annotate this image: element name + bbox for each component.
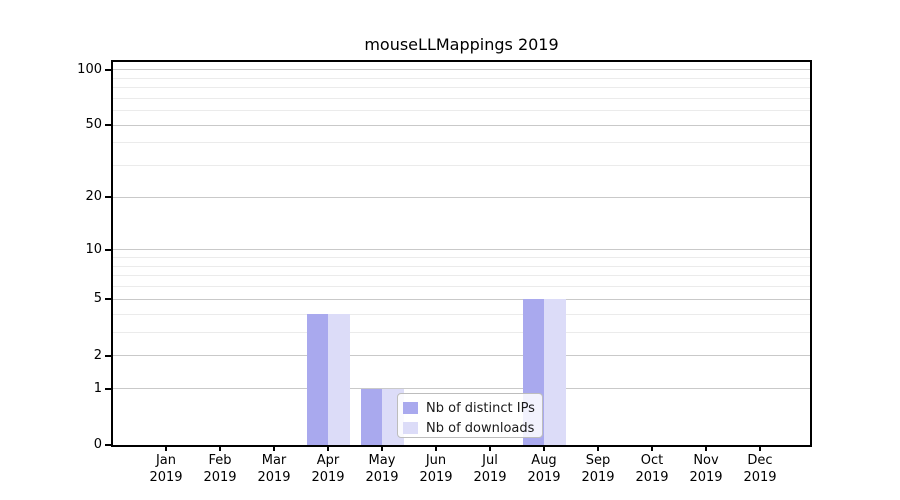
x-tick-mark — [705, 446, 707, 451]
legend-swatch-distinct-ips — [403, 402, 418, 414]
minor-gridline — [113, 331, 810, 333]
minor-gridline — [113, 257, 810, 259]
x-tick-label: Dec 2019 — [732, 452, 788, 486]
x-tick-mark — [435, 446, 437, 451]
x-tick-year: 2019 — [743, 470, 777, 485]
x-tick-year: 2019 — [473, 470, 507, 485]
y-tick-mark — [105, 387, 112, 390]
x-tick-month: Jan — [155, 453, 177, 468]
x-tick-year: 2019 — [257, 470, 291, 485]
x-tick-label: Apr 2019 — [300, 452, 356, 486]
minor-gridline — [113, 142, 810, 144]
y-tick-label: 100 — [77, 61, 102, 77]
x-tick-year: 2019 — [689, 470, 723, 485]
chart-title: mouseLLMappings 2019 — [364, 35, 559, 54]
major-gridline — [113, 388, 810, 390]
minor-gridline — [113, 313, 810, 315]
major-gridline — [113, 298, 810, 300]
legend-swatch-downloads — [403, 422, 418, 434]
x-tick-mark — [759, 446, 761, 451]
x-tick-month: Feb — [208, 453, 232, 468]
x-tick-label: Nov 2019 — [678, 452, 734, 486]
y-tick-label: 10 — [85, 241, 102, 257]
x-tick-month: Sep — [585, 453, 611, 468]
x-tick-month: Oct — [640, 453, 664, 468]
x-tick-year: 2019 — [527, 470, 561, 485]
x-tick-month: Jul — [482, 453, 498, 468]
x-tick-year: 2019 — [419, 470, 453, 485]
plot-area — [113, 62, 810, 445]
legend-item-distinct-ips: Nb of distinct IPs — [403, 398, 535, 418]
x-tick-month: May — [368, 453, 396, 468]
y-tick-label: 20 — [85, 189, 102, 205]
x-tick-mark — [597, 446, 599, 451]
bar-distinct-ips — [360, 388, 382, 445]
minor-gridline — [113, 165, 810, 167]
y-tick-mark — [105, 444, 112, 446]
x-tick-mark — [489, 446, 491, 451]
x-tick-month: Mar — [261, 453, 287, 468]
x-tick-mark — [327, 446, 329, 451]
y-tick-label: 1 — [93, 380, 102, 396]
bar-downloads — [544, 299, 566, 445]
x-tick-mark — [219, 446, 221, 451]
y-tick-label: 50 — [85, 117, 102, 133]
x-tick-year: 2019 — [203, 470, 237, 485]
major-gridline — [113, 124, 810, 126]
x-tick-label: Feb 2019 — [192, 452, 248, 486]
y-tick-mark — [105, 124, 112, 127]
x-tick-year: 2019 — [365, 470, 399, 485]
x-tick-month: Aug — [531, 453, 557, 468]
y-tick-mark — [105, 248, 112, 251]
bar-downloads — [328, 314, 350, 445]
legend-item-downloads: Nb of downloads — [403, 418, 535, 438]
y-tick-mark — [105, 298, 112, 301]
x-tick-year: 2019 — [149, 470, 183, 485]
x-tick-month: Apr — [316, 453, 340, 468]
minor-gridline — [113, 265, 810, 267]
y-tick-mark — [105, 196, 112, 199]
x-tick-year: 2019 — [635, 470, 669, 485]
minor-gridline — [113, 97, 810, 99]
x-tick-mark — [381, 446, 383, 451]
minor-gridline — [113, 275, 810, 277]
x-tick-label: Jun 2019 — [408, 452, 464, 486]
x-tick-label: Jan 2019 — [138, 452, 194, 486]
x-tick-label: Jul 2019 — [462, 452, 518, 486]
major-gridline — [113, 249, 810, 251]
y-tick-mark — [105, 68, 112, 71]
legend-label-distinct-ips: Nb of distinct IPs — [426, 400, 535, 416]
x-tick-year: 2019 — [311, 470, 345, 485]
y-tick-label: 2 — [93, 347, 102, 363]
x-tick-mark — [165, 446, 167, 451]
x-tick-label: Aug 2019 — [516, 452, 572, 486]
minor-gridline — [113, 87, 810, 89]
legend-label-downloads: Nb of downloads — [426, 420, 535, 436]
x-tick-mark — [651, 446, 653, 451]
x-tick-label: Sep 2019 — [570, 452, 626, 486]
major-gridline — [113, 69, 810, 71]
y-tick-label: 0 — [93, 437, 102, 452]
x-tick-label: May 2019 — [354, 452, 410, 486]
minor-gridline — [113, 77, 810, 79]
minor-gridline — [113, 110, 810, 112]
x-tick-year: 2019 — [581, 470, 615, 485]
x-tick-month: Nov — [693, 453, 719, 468]
major-gridline — [113, 196, 810, 198]
y-tick-mark — [105, 354, 112, 357]
x-tick-month: Dec — [747, 453, 773, 468]
major-gridline — [113, 355, 810, 357]
minor-gridline — [113, 286, 810, 288]
legend: Nb of distinct IPs Nb of downloads — [397, 393, 543, 438]
x-tick-label: Oct 2019 — [624, 452, 680, 486]
x-tick-month: Jun — [425, 453, 447, 468]
y-tick-label: 5 — [93, 291, 102, 307]
bar-distinct-ips — [306, 314, 328, 445]
x-tick-label: Mar 2019 — [246, 452, 302, 486]
x-tick-mark — [273, 446, 275, 451]
x-tick-mark — [543, 446, 545, 451]
